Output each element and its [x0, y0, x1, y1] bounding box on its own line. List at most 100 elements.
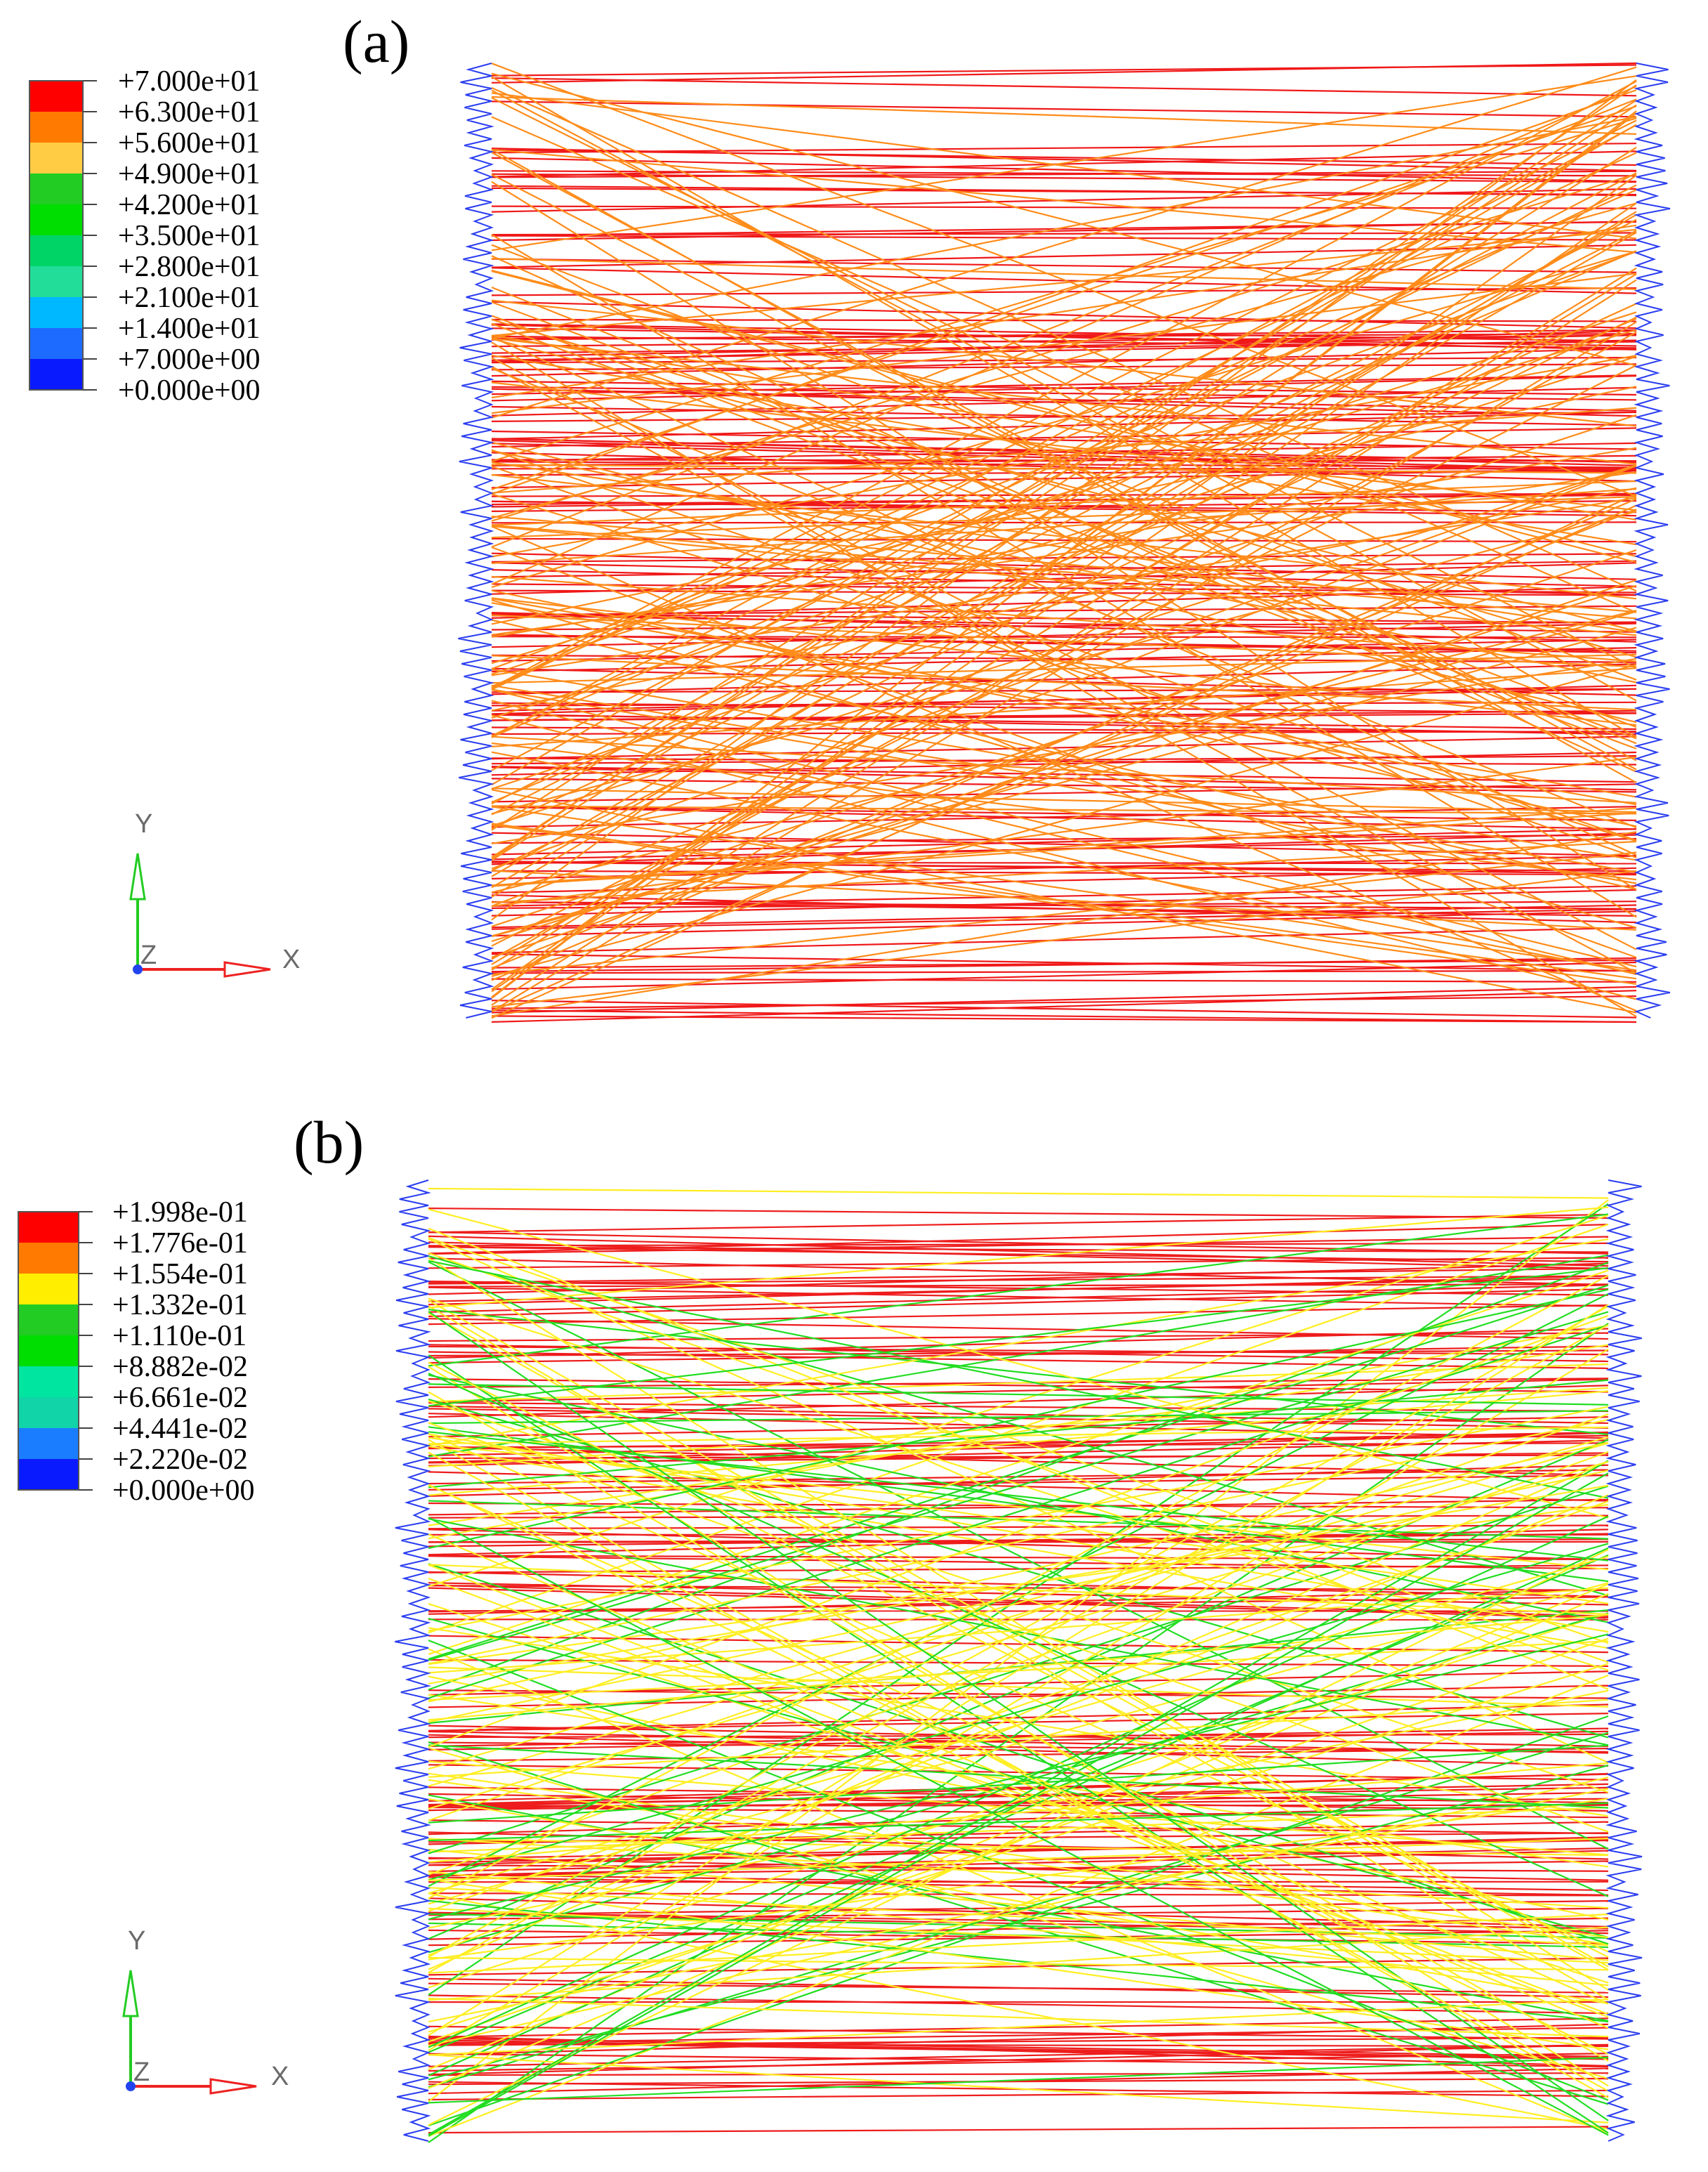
fiber-diagonal — [428, 1383, 1609, 1406]
fiber-straight — [491, 1009, 1637, 1023]
legend-b-value-9: +0.000e+00 — [112, 1474, 255, 1507]
triad-a-x-arrowhead — [223, 961, 271, 978]
fiber-diagonal — [491, 80, 1637, 689]
fiber-diagonal — [428, 1732, 1609, 2088]
legend-b-bin-7 — [18, 1428, 79, 1459]
fiber-straight — [491, 615, 1637, 633]
fiber-diagonal — [491, 488, 1637, 564]
fiber-diagonal — [428, 1460, 1609, 1810]
fiber-diagonal — [491, 96, 1637, 135]
fiber-diagonal — [428, 1798, 1609, 1961]
triad-b-z-label: Z — [133, 2057, 150, 2087]
fiber-diagonal — [491, 270, 1637, 563]
panel-a: (a) +7.000e+01 +6.300e+01 +5.60 — [29, 8, 1671, 1023]
boundary-fiber-zigzag — [458, 63, 494, 1019]
fiber-straight — [491, 388, 1637, 417]
fiber-diagonal — [428, 1391, 1609, 2062]
fiber-diagonal — [428, 1543, 1609, 1881]
fiber-straight — [491, 562, 1637, 595]
fiber-diagonal — [491, 627, 1637, 938]
legend-a-bin-8 — [29, 328, 83, 359]
fiber-diagonal — [428, 1484, 1609, 2005]
fiber-diagonal — [491, 173, 1637, 522]
fiber-straight — [491, 959, 1637, 969]
legend-a-value-7: +2.100e+01 — [118, 282, 261, 314]
fiber-diagonal — [428, 1374, 1609, 1623]
fiber-diagonal — [428, 1311, 1609, 1661]
fiber-straight — [428, 1864, 1609, 1872]
fiber-diagonal — [428, 1314, 1609, 1748]
fiber-straight — [491, 221, 1637, 242]
fiber-diagonal — [491, 498, 1637, 981]
legend-b-value-5: +8.882e-02 — [112, 1351, 248, 1383]
fiber-diagonal — [491, 480, 1637, 526]
fiber-diagonal — [428, 1297, 1609, 1671]
fiber-diagonal — [491, 465, 1637, 908]
triad-a-origin — [133, 964, 143, 974]
fiber-diagonal — [428, 1309, 1609, 1436]
fiber-diagonal — [428, 1762, 1609, 1863]
legend-b-frame — [18, 1211, 79, 1491]
fiber-diagonal — [428, 1913, 1609, 1974]
legend-a-value-4: +4.200e+01 — [118, 189, 261, 221]
fiber-diagonal — [428, 1418, 1609, 1665]
fiber-straight — [428, 1283, 1609, 1288]
fiber-straight — [428, 1514, 1609, 1519]
fiber-straight — [428, 1734, 1609, 1767]
legend-a-bin-9 — [29, 359, 83, 390]
legend-b-value-2: +1.554e-01 — [112, 1258, 248, 1290]
fiber-straight — [491, 712, 1637, 721]
fiber-diagonal — [428, 1274, 1609, 1899]
panel-b-fiber-network — [395, 1179, 1643, 2144]
fiber-diagonal — [491, 597, 1637, 726]
fiber-diagonal — [491, 89, 1637, 495]
fiber-straight — [491, 621, 1637, 631]
panel-a-axis-triad: Y Z X — [129, 809, 300, 978]
fiber-diagonal — [491, 549, 1637, 927]
fiber-diagonal — [491, 598, 1637, 798]
fiber-straight — [428, 2089, 1609, 2101]
legend-b-value-8: +2.220e-02 — [112, 1444, 248, 1476]
fiber-straight — [491, 335, 1637, 349]
legend-b-value-7: +4.441e-02 — [112, 1413, 248, 1445]
legend-b-bin-0 — [18, 1212, 79, 1243]
fiber-straight — [491, 77, 1637, 97]
legend-a-value-3: +4.900e+01 — [118, 158, 261, 190]
fiber-diagonal — [428, 1436, 1609, 1770]
fiber-diagonal — [428, 1406, 1609, 1632]
fiber-diagonal — [428, 1484, 1609, 2055]
fiber-diagonal — [491, 76, 1637, 738]
fiber-diagonal — [428, 1564, 1609, 2015]
legend-b-bin-5 — [18, 1366, 79, 1397]
fiber-straight — [428, 1703, 1609, 1732]
fiber-diagonal — [428, 1637, 1609, 2043]
fiber-diagonal — [491, 104, 1637, 858]
fiber-straight — [428, 2043, 1609, 2048]
fiber-straight — [428, 1585, 1609, 1591]
fiber-diagonal — [428, 1618, 1609, 1939]
fiber-diagonal — [428, 1648, 1609, 2134]
fiber-straight — [491, 978, 1637, 983]
fiber-straight — [428, 1242, 1609, 1247]
fiber-diagonal — [428, 2056, 1609, 2104]
fiber-diagonal — [428, 1899, 1609, 2023]
legend-b-bin-2 — [18, 1274, 79, 1304]
fiber-diagonal — [428, 1772, 1609, 1939]
fiber-straight — [428, 1345, 1609, 1356]
fiber-diagonal — [491, 787, 1637, 813]
legend-b-value-0: +1.998e-01 — [112, 1196, 248, 1229]
fiber-straight — [491, 442, 1637, 462]
panel-b: (b) +1.998e-01 +1.776e-01 +1.554e-01 +1.… — [18, 1108, 1643, 2144]
legend-a-value-1: +6.300e+01 — [118, 96, 261, 129]
fiber-diagonal — [491, 303, 1637, 830]
fiber-diagonal — [491, 72, 1637, 367]
fiber-diagonal — [428, 1413, 1609, 1821]
fiber-diagonal — [428, 1432, 1609, 1953]
fiber-diagonal — [428, 1252, 1609, 1663]
fiber-diagonal — [428, 1261, 1609, 1850]
legend-a-value-10: +0.000e+00 — [118, 374, 261, 407]
fiber-diagonal — [428, 1260, 1609, 1499]
fiber-diagonal — [491, 653, 1637, 684]
fiber-diagonal — [491, 211, 1637, 898]
fiber-diagonal — [428, 1451, 1609, 2092]
